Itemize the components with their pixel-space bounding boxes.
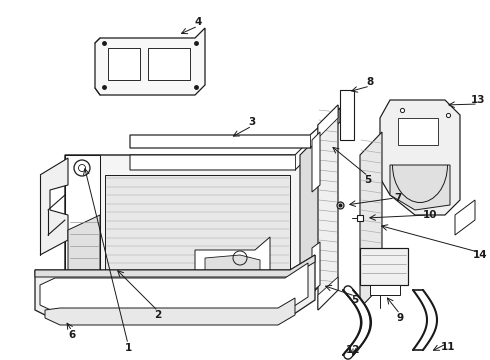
Text: 5: 5 — [351, 295, 359, 305]
Polygon shape — [130, 122, 328, 170]
Polygon shape — [65, 252, 335, 305]
Polygon shape — [40, 158, 68, 255]
Polygon shape — [195, 237, 270, 295]
Polygon shape — [340, 90, 354, 140]
Polygon shape — [35, 255, 315, 320]
Polygon shape — [312, 242, 320, 292]
Polygon shape — [360, 132, 382, 308]
Text: 8: 8 — [367, 77, 374, 87]
Polygon shape — [130, 108, 340, 148]
Polygon shape — [318, 105, 338, 138]
Polygon shape — [45, 298, 295, 325]
Text: 4: 4 — [195, 17, 202, 27]
Polygon shape — [300, 120, 335, 305]
Text: 13: 13 — [471, 95, 485, 105]
Text: 14: 14 — [473, 250, 488, 260]
Text: 12: 12 — [346, 345, 360, 355]
Polygon shape — [312, 132, 320, 192]
Text: 6: 6 — [69, 330, 75, 340]
Polygon shape — [370, 285, 400, 295]
Polygon shape — [205, 255, 260, 290]
Polygon shape — [65, 120, 335, 305]
Polygon shape — [40, 263, 308, 312]
Polygon shape — [95, 28, 205, 95]
Text: 3: 3 — [248, 117, 256, 127]
Text: 9: 9 — [396, 313, 404, 323]
Text: 5: 5 — [365, 175, 371, 185]
Polygon shape — [390, 165, 450, 210]
Polygon shape — [398, 118, 438, 145]
Polygon shape — [455, 200, 475, 235]
Text: 7: 7 — [394, 193, 402, 203]
Text: 11: 11 — [441, 342, 455, 352]
Polygon shape — [35, 255, 315, 277]
Polygon shape — [105, 175, 290, 280]
Text: 10: 10 — [423, 210, 437, 220]
Polygon shape — [68, 215, 100, 285]
Polygon shape — [318, 277, 338, 310]
Text: 2: 2 — [154, 310, 162, 320]
Polygon shape — [380, 100, 460, 215]
Polygon shape — [360, 248, 408, 285]
Text: 1: 1 — [124, 343, 132, 353]
Polygon shape — [318, 105, 338, 310]
Polygon shape — [108, 48, 140, 80]
Polygon shape — [148, 48, 190, 80]
Polygon shape — [65, 155, 100, 305]
